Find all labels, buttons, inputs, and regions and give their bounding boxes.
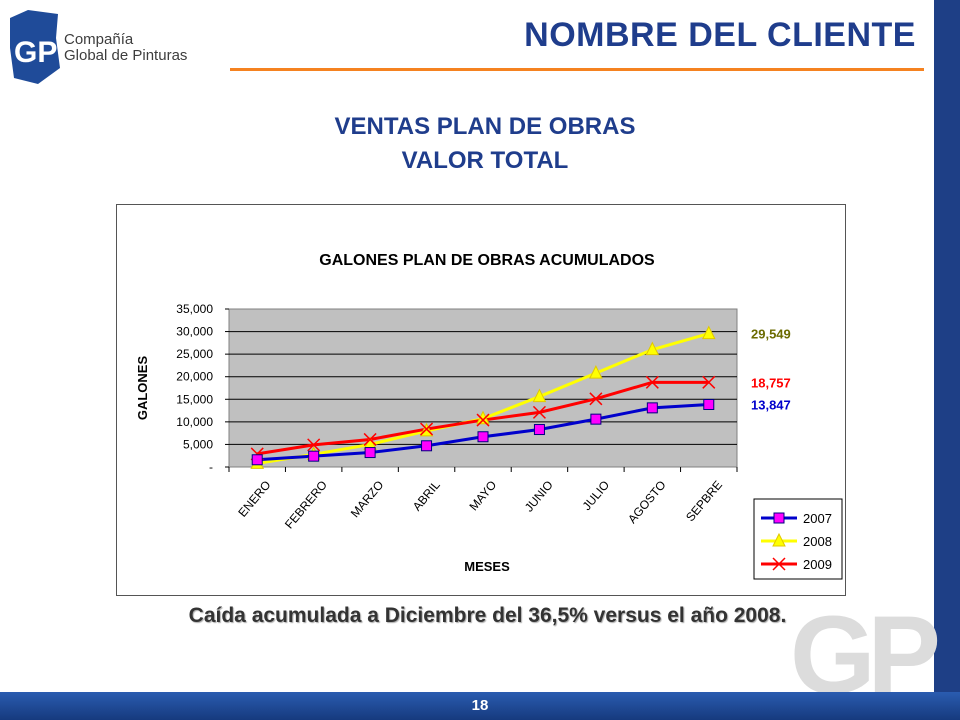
data-point-2007 — [646, 402, 658, 414]
chart-title: GALONES PLAN DE OBRAS ACUMULADOS — [319, 252, 655, 269]
legend-label: 2007 — [803, 511, 832, 526]
x-tick-label: MARZO — [348, 478, 387, 520]
data-point-2009 — [307, 438, 321, 452]
data-point-2007 — [533, 424, 545, 436]
legend-box — [753, 498, 843, 580]
data-point-2007 — [421, 440, 433, 452]
logo-monogram-icon: GP — [10, 10, 60, 84]
end-value-label: 29,549 — [751, 327, 791, 342]
slide-title-line2: VALOR TOTAL — [401, 147, 569, 174]
legend-marker-2007 — [773, 512, 785, 524]
logo-monogram: GP — [14, 36, 57, 69]
data-point-2007 — [590, 413, 602, 425]
page-number: 18 — [471, 697, 489, 714]
logo-line1: Compañía — [64, 31, 134, 48]
company-logo: GP Compañía Global de Pinturas — [8, 8, 198, 88]
legend-marker-2008 — [772, 532, 786, 547]
line-chart: GALONES PLAN DE OBRAS ACUMULADOS - 5,000 1… — [135, 252, 843, 580]
data-point-2007 — [703, 398, 715, 410]
data-point-2009 — [702, 375, 716, 389]
legend-marker-2009 — [772, 557, 786, 571]
x-tick-label: MAYO — [466, 478, 499, 513]
x-tick-label: FEBRERO — [282, 478, 330, 531]
data-point-2009 — [532, 405, 546, 419]
data-point-2008 — [532, 388, 547, 403]
data-point-2008 — [701, 325, 716, 340]
data-point-2009 — [363, 432, 377, 446]
y-tick-label: 5,000 — [183, 437, 213, 451]
legend-label: 2009 — [803, 557, 832, 572]
data-point-2009 — [645, 375, 659, 389]
data-point-2009 — [589, 392, 603, 406]
x-tick-label: SEPBRE — [683, 478, 725, 524]
data-point-2008 — [589, 364, 603, 379]
x-tick-label: AGOSTO — [625, 478, 669, 526]
data-point-2009 — [420, 422, 434, 436]
data-point-2007 — [308, 450, 320, 462]
data-point-2007 — [251, 454, 263, 466]
end-value-label: 13,847 — [751, 397, 791, 412]
data-point-2009 — [476, 413, 490, 427]
y-tick-label: 30,000 — [176, 325, 213, 339]
logo-line2: Global de Pinturas — [64, 47, 188, 64]
x-tick-label: JUNIO — [522, 478, 556, 515]
end-value-label: 18,757 — [751, 375, 791, 390]
x-tick-label: JULIO — [580, 478, 613, 513]
y-axis-label: GALONES — [135, 356, 150, 421]
x-tick-label: ABRIL — [410, 478, 443, 514]
right-edge-bar — [934, 0, 960, 720]
header-divider — [230, 68, 924, 71]
y-tick-label: 35,000 — [176, 302, 213, 316]
slide-title-line1: VENTAS PLAN DE OBRAS — [334, 113, 636, 140]
data-point-2008 — [645, 341, 660, 356]
chart-container: GALONES PLAN DE OBRAS ACUMULADOS - 5,000 1… — [116, 204, 846, 596]
y-tick-label: 25,000 — [176, 347, 213, 361]
client-name-title: NOMBRE DEL CLIENTE — [524, 16, 916, 54]
y-tick-label: 15,000 — [176, 392, 213, 406]
data-point-2007 — [364, 447, 376, 459]
legend-label: 2008 — [803, 534, 832, 549]
y-tick-label: 10,000 — [176, 415, 213, 429]
x-axis-label: MESES — [464, 559, 510, 574]
data-point-2007 — [477, 431, 489, 443]
y-tick-label: 20,000 — [176, 370, 213, 384]
chart-legend: 2007 2008 2009 — [753, 498, 843, 580]
plot-area — [228, 308, 738, 468]
x-tick-label: ENERO — [235, 478, 273, 520]
summary-caption: Caída acumulada a Diciembre del 36,5% ve… — [188, 604, 787, 627]
y-tick-label: - — [209, 460, 213, 474]
footer-bar — [0, 692, 960, 720]
